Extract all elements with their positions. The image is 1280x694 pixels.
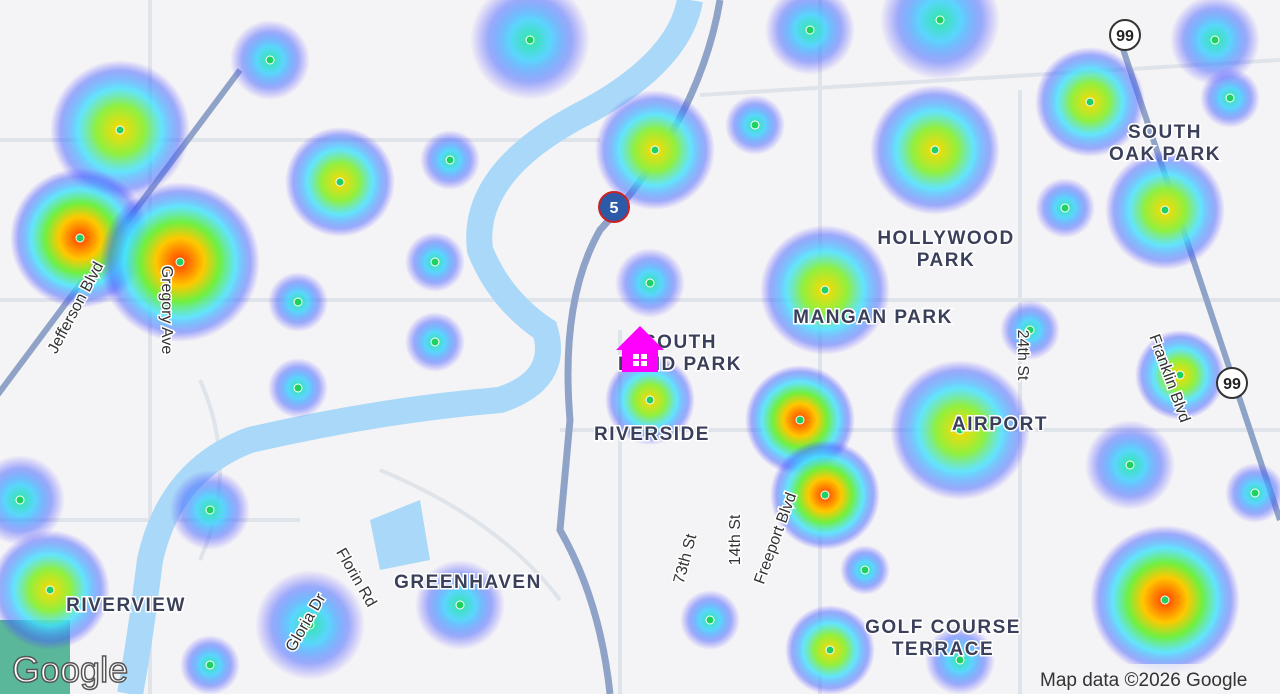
heat-blob bbox=[880, 0, 1000, 80]
heat-blob bbox=[765, 0, 855, 75]
heat-point bbox=[205, 505, 215, 515]
heat-point bbox=[1210, 35, 1220, 45]
heat-point bbox=[805, 25, 815, 35]
heat-point bbox=[955, 655, 965, 665]
heat-point bbox=[1225, 93, 1235, 103]
shield-label: 5 bbox=[610, 200, 619, 217]
area-label: RIVERSIDE bbox=[594, 424, 710, 445]
area-label: GOLF COURSE bbox=[865, 617, 1021, 638]
heat-point bbox=[265, 55, 275, 65]
heat-point bbox=[650, 145, 660, 155]
heat-blob bbox=[470, 0, 590, 100]
heat-point bbox=[820, 490, 830, 500]
area-label: GREENHAVEN bbox=[394, 572, 542, 593]
area-label: MANGAN PARK bbox=[793, 307, 953, 328]
heat-point bbox=[795, 415, 805, 425]
logo: Google bbox=[12, 649, 128, 690]
area-label: RIVERVIEW bbox=[66, 595, 186, 616]
shield bbox=[598, 191, 630, 223]
heat-point bbox=[1160, 595, 1170, 605]
area-label: HOLLYWOOD bbox=[877, 228, 1014, 249]
heat-point bbox=[305, 620, 315, 630]
shield-label: 99 bbox=[1116, 28, 1134, 45]
heat-point bbox=[293, 383, 303, 393]
heat-point bbox=[930, 145, 940, 155]
shield bbox=[1216, 367, 1248, 399]
area-label: OAK PARK bbox=[1109, 144, 1221, 165]
heat-blob bbox=[0, 530, 110, 650]
heat-point bbox=[1085, 97, 1095, 107]
area-label: TERRACE bbox=[892, 639, 994, 660]
heat-point bbox=[15, 495, 25, 505]
heat-point bbox=[445, 155, 455, 165]
street-label: 14th St bbox=[727, 514, 744, 565]
area-label: PARK bbox=[917, 250, 975, 271]
heat-point bbox=[1060, 203, 1070, 213]
heat-point bbox=[75, 233, 85, 243]
home-icon bbox=[616, 326, 664, 372]
heat-point bbox=[645, 395, 655, 405]
street-label: 24th St bbox=[1014, 330, 1031, 381]
heat-point bbox=[1250, 488, 1260, 498]
heat-point bbox=[955, 425, 965, 435]
heat-point bbox=[1025, 325, 1035, 335]
heat-point bbox=[205, 660, 215, 670]
area-label: SOUTH bbox=[1128, 122, 1202, 143]
heat-point bbox=[335, 177, 345, 187]
river bbox=[117, 0, 703, 694]
heat-point bbox=[525, 35, 535, 45]
lake bbox=[370, 500, 430, 570]
heat-point bbox=[1160, 205, 1170, 215]
heat-point bbox=[1125, 460, 1135, 470]
heat-point bbox=[705, 615, 715, 625]
shield bbox=[1109, 19, 1141, 51]
heat-point bbox=[430, 337, 440, 347]
street-label: Gregory Ave bbox=[158, 266, 175, 355]
heat-point bbox=[825, 645, 835, 655]
heat-point bbox=[430, 257, 440, 267]
heat-point bbox=[45, 585, 55, 595]
heat-point bbox=[115, 125, 125, 135]
heat-point bbox=[1175, 370, 1185, 380]
heat-blob bbox=[0, 455, 65, 545]
attribution: Map data ©2026 Google bbox=[1040, 670, 1247, 691]
heat-point bbox=[750, 120, 760, 130]
heat-point bbox=[860, 565, 870, 575]
heat-point bbox=[175, 257, 185, 267]
heat-point bbox=[645, 278, 655, 288]
attribution-bg bbox=[1030, 664, 1280, 694]
shield-label: 99 bbox=[1223, 376, 1241, 393]
heat-point bbox=[820, 285, 830, 295]
area-label: AIRPORT bbox=[952, 414, 1048, 435]
heat-point bbox=[935, 15, 945, 25]
heat-point bbox=[455, 600, 465, 610]
heat-point bbox=[293, 297, 303, 307]
